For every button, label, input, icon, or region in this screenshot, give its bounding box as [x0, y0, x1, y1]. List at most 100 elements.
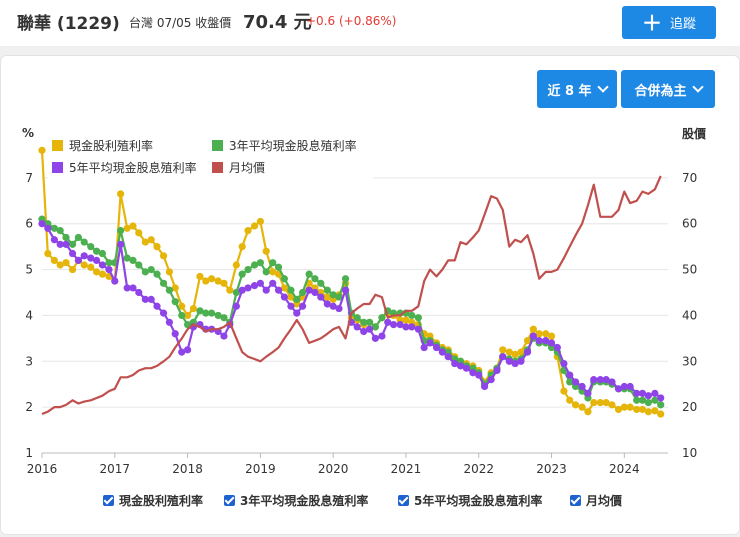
data-point: [505, 357, 513, 365]
data-point: [171, 298, 179, 306]
data-point: [232, 302, 240, 310]
data-point: [105, 265, 113, 274]
data-point: [256, 259, 264, 267]
data-point: [414, 325, 422, 333]
data-point: [262, 268, 270, 276]
data-point: [511, 359, 519, 368]
data-point: [196, 307, 204, 315]
data-point: [651, 389, 659, 397]
legend-swatch: [212, 140, 223, 151]
toggle-price[interactable]: 月均價: [570, 492, 622, 509]
data-point: [92, 268, 101, 276]
data-point: [590, 376, 598, 384]
data-point: [505, 348, 513, 356]
data-point: [305, 286, 313, 294]
x-tick-label: 2022: [463, 462, 494, 476]
x-tick-label: 2016: [27, 462, 58, 476]
data-point: [651, 396, 659, 404]
mode-dropdown[interactable]: 合併為主: [621, 70, 715, 108]
series-line-3: [41, 175, 662, 416]
data-point: [323, 300, 331, 308]
checkbox-checked-icon[interactable]: [103, 495, 114, 506]
data-point: [451, 359, 459, 368]
data-point: [117, 190, 125, 198]
data-point: [426, 339, 434, 347]
data-point: [560, 387, 568, 395]
data-point: [280, 284, 288, 292]
data-point: [269, 279, 277, 287]
data-point: [493, 366, 501, 375]
toggle-label: 5年平均現金股息殖利率: [414, 494, 543, 508]
data-point: [378, 314, 386, 322]
data-point: [529, 332, 537, 340]
data-point: [129, 256, 137, 264]
data-point: [165, 268, 173, 276]
data-point: [80, 252, 88, 260]
data-point: [141, 238, 149, 246]
data-point: [220, 279, 228, 287]
data-point: [250, 261, 259, 269]
data-point: [87, 263, 95, 271]
toggle-label: 月均價: [586, 494, 623, 508]
follow-button[interactable]: ＋ 追蹤: [622, 6, 716, 39]
data-point: [566, 371, 574, 379]
data-point: [135, 288, 143, 297]
right-tick-label: 10: [682, 446, 697, 460]
data-point: [202, 309, 210, 317]
toggle-avg3[interactable]: 3年平均現金股息殖利率: [224, 492, 368, 509]
toggle-yield[interactable]: 現金股利殖利率: [103, 492, 203, 509]
data-point: [274, 286, 283, 294]
right-tick-label: 30: [682, 354, 697, 368]
data-point: [232, 288, 240, 297]
checkbox-checked-icon[interactable]: [224, 495, 235, 506]
yield-price-chart: 1 2 3 4 5 6 7 10 20 30 40 50 60 70 2016 2017 2018 2019 202…: [22, 126, 707, 476]
data-point: [578, 403, 586, 411]
data-point: [571, 401, 580, 409]
data-point: [378, 332, 386, 340]
data-point: [335, 304, 343, 313]
data-point: [44, 224, 52, 232]
data-point: [269, 259, 277, 267]
data-point: [323, 293, 331, 301]
series-toggle-legend: 現金股利殖利率 3年平均現金股息殖利率 5年平均現金股息殖利率 月均價: [0, 492, 740, 512]
data-point: [420, 343, 428, 352]
toggle-avg5[interactable]: 5年平均現金股息殖利率: [398, 492, 542, 509]
x-tick-label: 2021: [391, 462, 422, 476]
data-point: [298, 302, 307, 310]
data-point: [38, 146, 46, 154]
checkbox-checked-icon[interactable]: [398, 495, 409, 506]
data-point: [208, 309, 216, 317]
data-point: [87, 254, 95, 262]
data-point: [178, 311, 186, 320]
data-point: [129, 222, 137, 230]
data-point: [123, 254, 131, 262]
data-point: [68, 240, 77, 248]
data-point: [353, 314, 361, 322]
data-point: [178, 302, 186, 310]
right-tick-label: 60: [682, 217, 697, 231]
data-point: [523, 348, 532, 356]
data-point: [341, 286, 350, 294]
data-point: [602, 376, 610, 384]
x-tick-label: 2020: [318, 462, 349, 476]
data-point: [475, 371, 483, 379]
data-point: [244, 284, 252, 292]
range-dropdown[interactable]: 近 8 年: [537, 70, 617, 108]
data-point: [657, 394, 665, 402]
data-point: [462, 364, 470, 372]
data-point: [384, 318, 392, 326]
data-point: [98, 270, 107, 278]
data-point: [432, 343, 441, 352]
data-point: [147, 236, 155, 244]
legend-box: [48, 139, 373, 189]
data-point: [542, 337, 550, 345]
checkbox-checked-icon[interactable]: [570, 495, 581, 506]
data-point: [171, 330, 179, 338]
data-point: [402, 323, 410, 331]
data-point: [396, 321, 404, 329]
data-point: [298, 288, 307, 297]
data-point: [280, 275, 288, 283]
data-point: [232, 261, 240, 269]
data-point: [614, 405, 623, 414]
data-point: [105, 259, 113, 267]
